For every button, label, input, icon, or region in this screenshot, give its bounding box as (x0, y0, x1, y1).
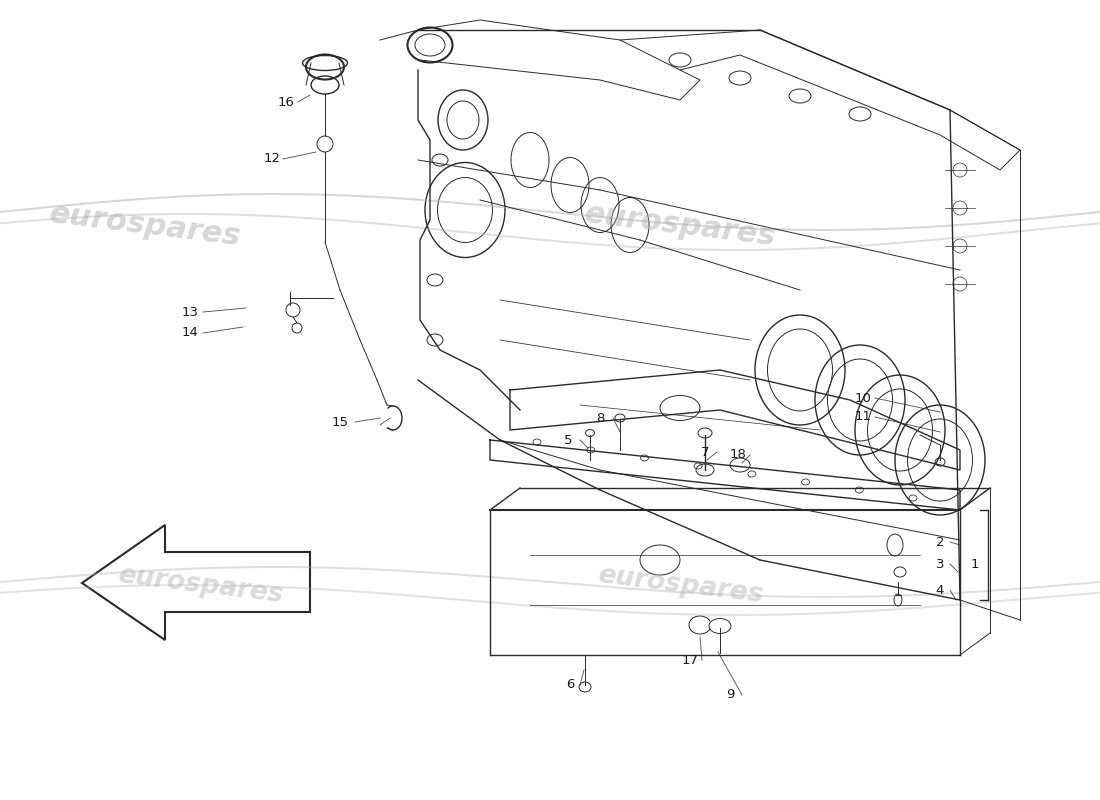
Text: 10: 10 (855, 391, 871, 405)
Text: 12: 12 (264, 153, 280, 166)
Text: 3: 3 (936, 558, 944, 570)
Text: 15: 15 (331, 415, 349, 429)
Text: eurospares: eurospares (47, 199, 242, 251)
Text: 13: 13 (182, 306, 198, 318)
Text: 7: 7 (701, 446, 710, 458)
Text: eurospares: eurospares (583, 199, 778, 251)
Text: 1: 1 (970, 558, 979, 570)
Text: 17: 17 (682, 654, 698, 666)
Text: 2: 2 (936, 535, 944, 549)
Text: 8: 8 (596, 411, 604, 425)
Text: 18: 18 (729, 449, 747, 462)
Text: 9: 9 (726, 689, 734, 702)
Text: 6: 6 (565, 678, 574, 691)
Text: eurospares: eurospares (596, 562, 764, 608)
Text: 5: 5 (563, 434, 572, 446)
Text: 16: 16 (277, 95, 295, 109)
Text: eurospares: eurospares (116, 562, 284, 608)
Text: 4: 4 (936, 583, 944, 597)
Text: 14: 14 (182, 326, 198, 339)
Text: 11: 11 (855, 410, 871, 423)
